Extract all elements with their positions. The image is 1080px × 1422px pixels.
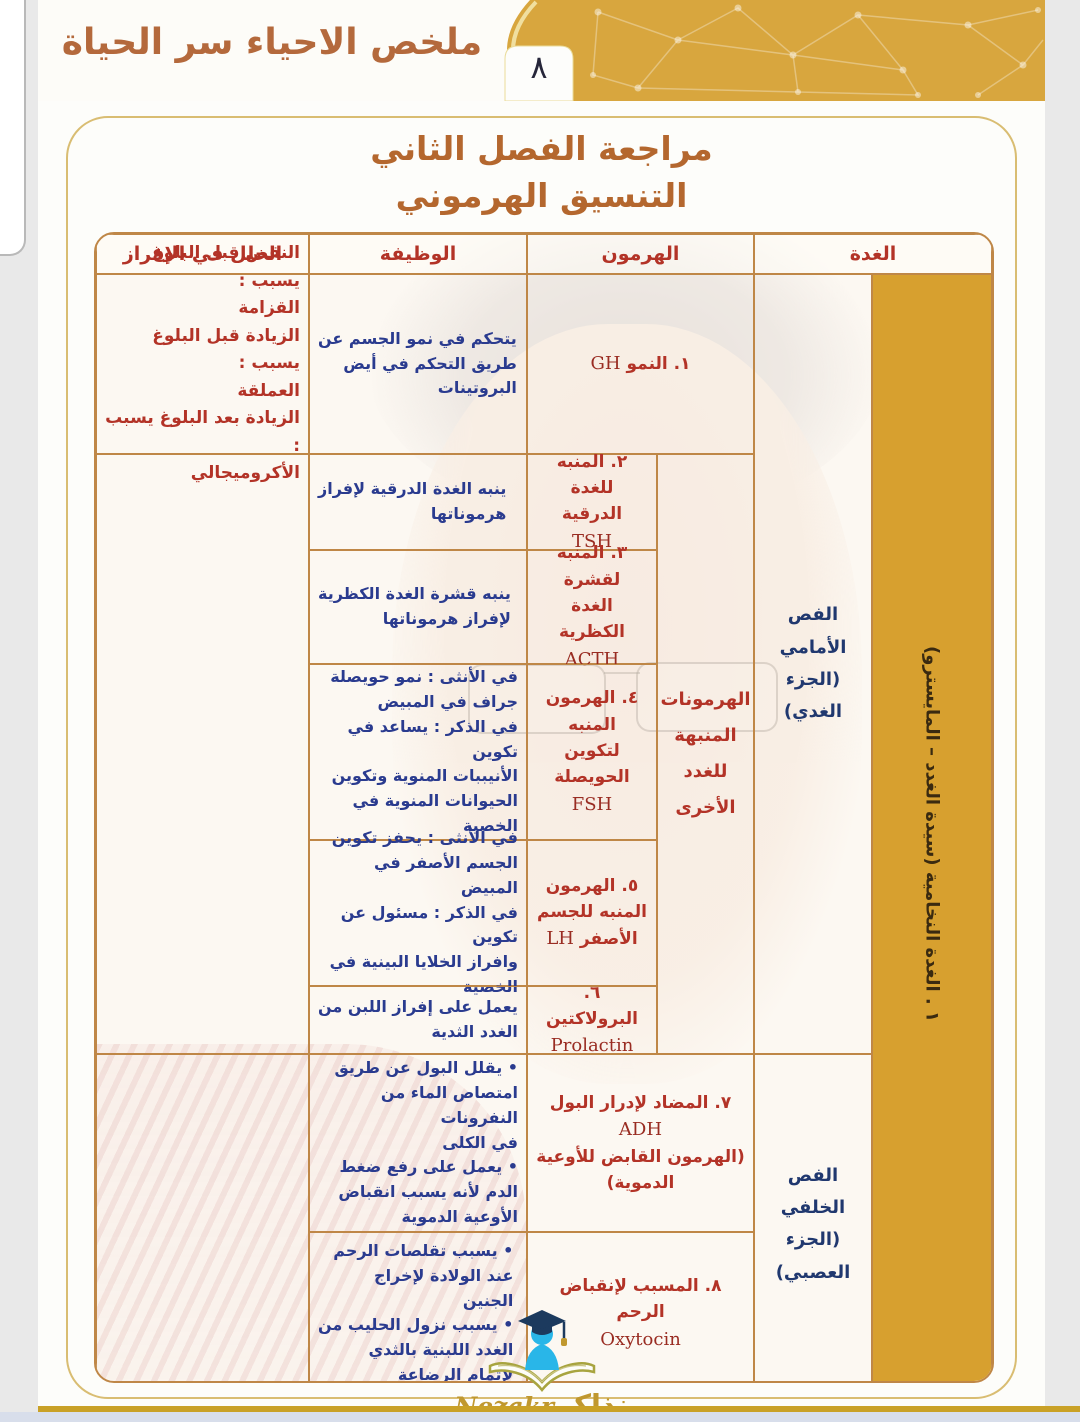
function-prolactin-cell: يعمل على إفراز اللبن من الغدد الثدية — [309, 986, 527, 1054]
page-number-tab — [504, 45, 574, 102]
disorder-gh-cell: النقص قبل البلوغ يسبب : القزامة الزيادة … — [96, 243, 309, 483]
graduation-cap-icon — [517, 1310, 566, 1331]
hormone-oxytocin-symbol: Oxytocin — [600, 1328, 681, 1350]
column-header-disorder: الخلل في الإفراز — [96, 234, 309, 274]
posterior-lobe-cell: الفص الخلفي (الجزء العصبي) — [754, 1054, 872, 1381]
student-body-icon — [524, 1344, 559, 1370]
bottom-blue-strip — [0, 1412, 1080, 1422]
page-number: ٨ — [530, 48, 548, 86]
hormone-fsh-symbol: FSH — [571, 793, 613, 815]
hormone-prolactin-cell: ٦. البرولاكتين Prolactin — [527, 983, 657, 1056]
content-frame — [66, 116, 1017, 1399]
anterior-lobe-cell: الفص الأمامي (الجزء الغدي) — [754, 274, 872, 1054]
hormone-tsh-name: ٢. المنبه للغدة الدرقية — [556, 451, 628, 525]
hormone-gh-cell: ١. النمو GH — [527, 274, 754, 454]
hormone-adh-note: (الهرمون القابض للأوعية الدموية) — [536, 1146, 745, 1194]
hormone-fsh-cell: ٤. الهرمون المنبه لتكوين الحويصلة FSH — [527, 664, 657, 840]
left-margin-strip — [0, 0, 38, 1422]
hormone-tsh-cell: ٢. المنبه للغدة الدرقية TSH — [527, 452, 657, 552]
function-acth-cell: ينبه قشرة الغدة الكظرية لإفراز هرموناتها — [309, 550, 527, 664]
hormone-oxytocin-name: ٨. المسبب لإنقباض الرحم — [559, 1276, 722, 1323]
bottom-gold-rule — [38, 1406, 1080, 1412]
hormone-summary-table: الغدة الهرمون الوظيفة الخلل في الإفراز ١… — [94, 232, 994, 1383]
hormone-fsh-name: ٤. الهرمون المنبه لتكوين الحويصلة — [545, 688, 639, 788]
column-header-function: الوظيفة — [309, 234, 527, 274]
function-fsh-cell: في الأنثى : نمو حويصلة جراف في المبيض في… — [309, 664, 527, 840]
hormone-adh-symbol: ADH — [618, 1118, 663, 1140]
hormone-lh-cell: ٥. الهرمون المنبه للجسم الأصفر LH — [527, 840, 657, 986]
header-banner: ملخص الاحياء سر الحياة ٨ — [38, 0, 1045, 102]
banner-graphic — [38, 0, 1045, 102]
disorder-empty-middle-cell — [96, 454, 309, 1054]
pituitary-gland-vertical-cell: ١ . الغدة النخامية (سيدة الغدد – المايست… — [872, 274, 992, 1381]
hormone-gh-name: ١. النمو — [626, 354, 691, 375]
network-pattern — [592, 7, 1044, 96]
right-margin-strip — [1045, 0, 1080, 1422]
hormone-adh-cell: ٧. المضاد لإدرار البول ADH (الهرمون القا… — [527, 1054, 754, 1232]
hormone-gh-symbol: GH — [590, 353, 621, 375]
function-tsh-cell: ينبه الغدة الدرقية لإفراز هرموناتها — [309, 454, 527, 550]
page-card: ملخص الاحياء سر الحياة ٨ مراجعة الفصل ال… — [38, 0, 1045, 1422]
disorder-empty-bottom-cell — [96, 1054, 309, 1381]
series-title: ملخص الاحياء سر الحياة — [61, 22, 483, 63]
banner-white-panel — [38, 0, 530, 101]
column-header-hormone: الهرمون — [527, 234, 754, 274]
book-icon — [488, 1362, 595, 1393]
pituitary-gland-label: ١ . الغدة النخامية (سيدة الغدد – المايست… — [921, 646, 943, 1023]
function-lh-cell: في الأنثى : يحفز تكوين الجسم الأصفر في ا… — [309, 828, 527, 996]
hormone-prolactin-name: ٦. البرولاكتين — [545, 982, 638, 1030]
column-header-gland: الغدة — [754, 234, 992, 274]
hormone-acth-name: ٣. المنبه لقشرة الغدة الكظرية — [556, 543, 628, 643]
network-nodes — [590, 4, 1041, 98]
function-gh-cell: يتحكم في نمو الجسم عن طريق التحكم في أيض… — [309, 274, 527, 454]
nezakr-logo-icon — [488, 1310, 595, 1393]
hormone-adh-name: ٧. المضاد لإدرار البول — [549, 1092, 732, 1113]
review-title: مراجعة الفصل الثاني التنسيق الهرموني — [370, 129, 713, 215]
nezakr-watermark: Nezakr نذاكر — [38, 1298, 1045, 1422]
stimulating-hormones-note-cell: الهرمونات المنبهة للغدد الأخرى — [657, 454, 754, 1054]
function-oxytocin-cell: • يسبب تقلصات الرحم عند الولادة لإخراج ا… — [309, 1232, 527, 1381]
function-adh-cell: • يقلل البول عن طريق امتصاص الماء من الن… — [309, 1054, 527, 1232]
hormone-oxytocin-cell: ٨. المسبب لإنقباض الرحم Oxytocin — [527, 1232, 754, 1381]
hormone-acth-cell: ٣. المنبه لقشرة الغدة الكظرية ACTH — [527, 543, 657, 670]
previous-page-edge — [0, 0, 26, 256]
hormone-lh-symbol: LH — [546, 928, 574, 950]
